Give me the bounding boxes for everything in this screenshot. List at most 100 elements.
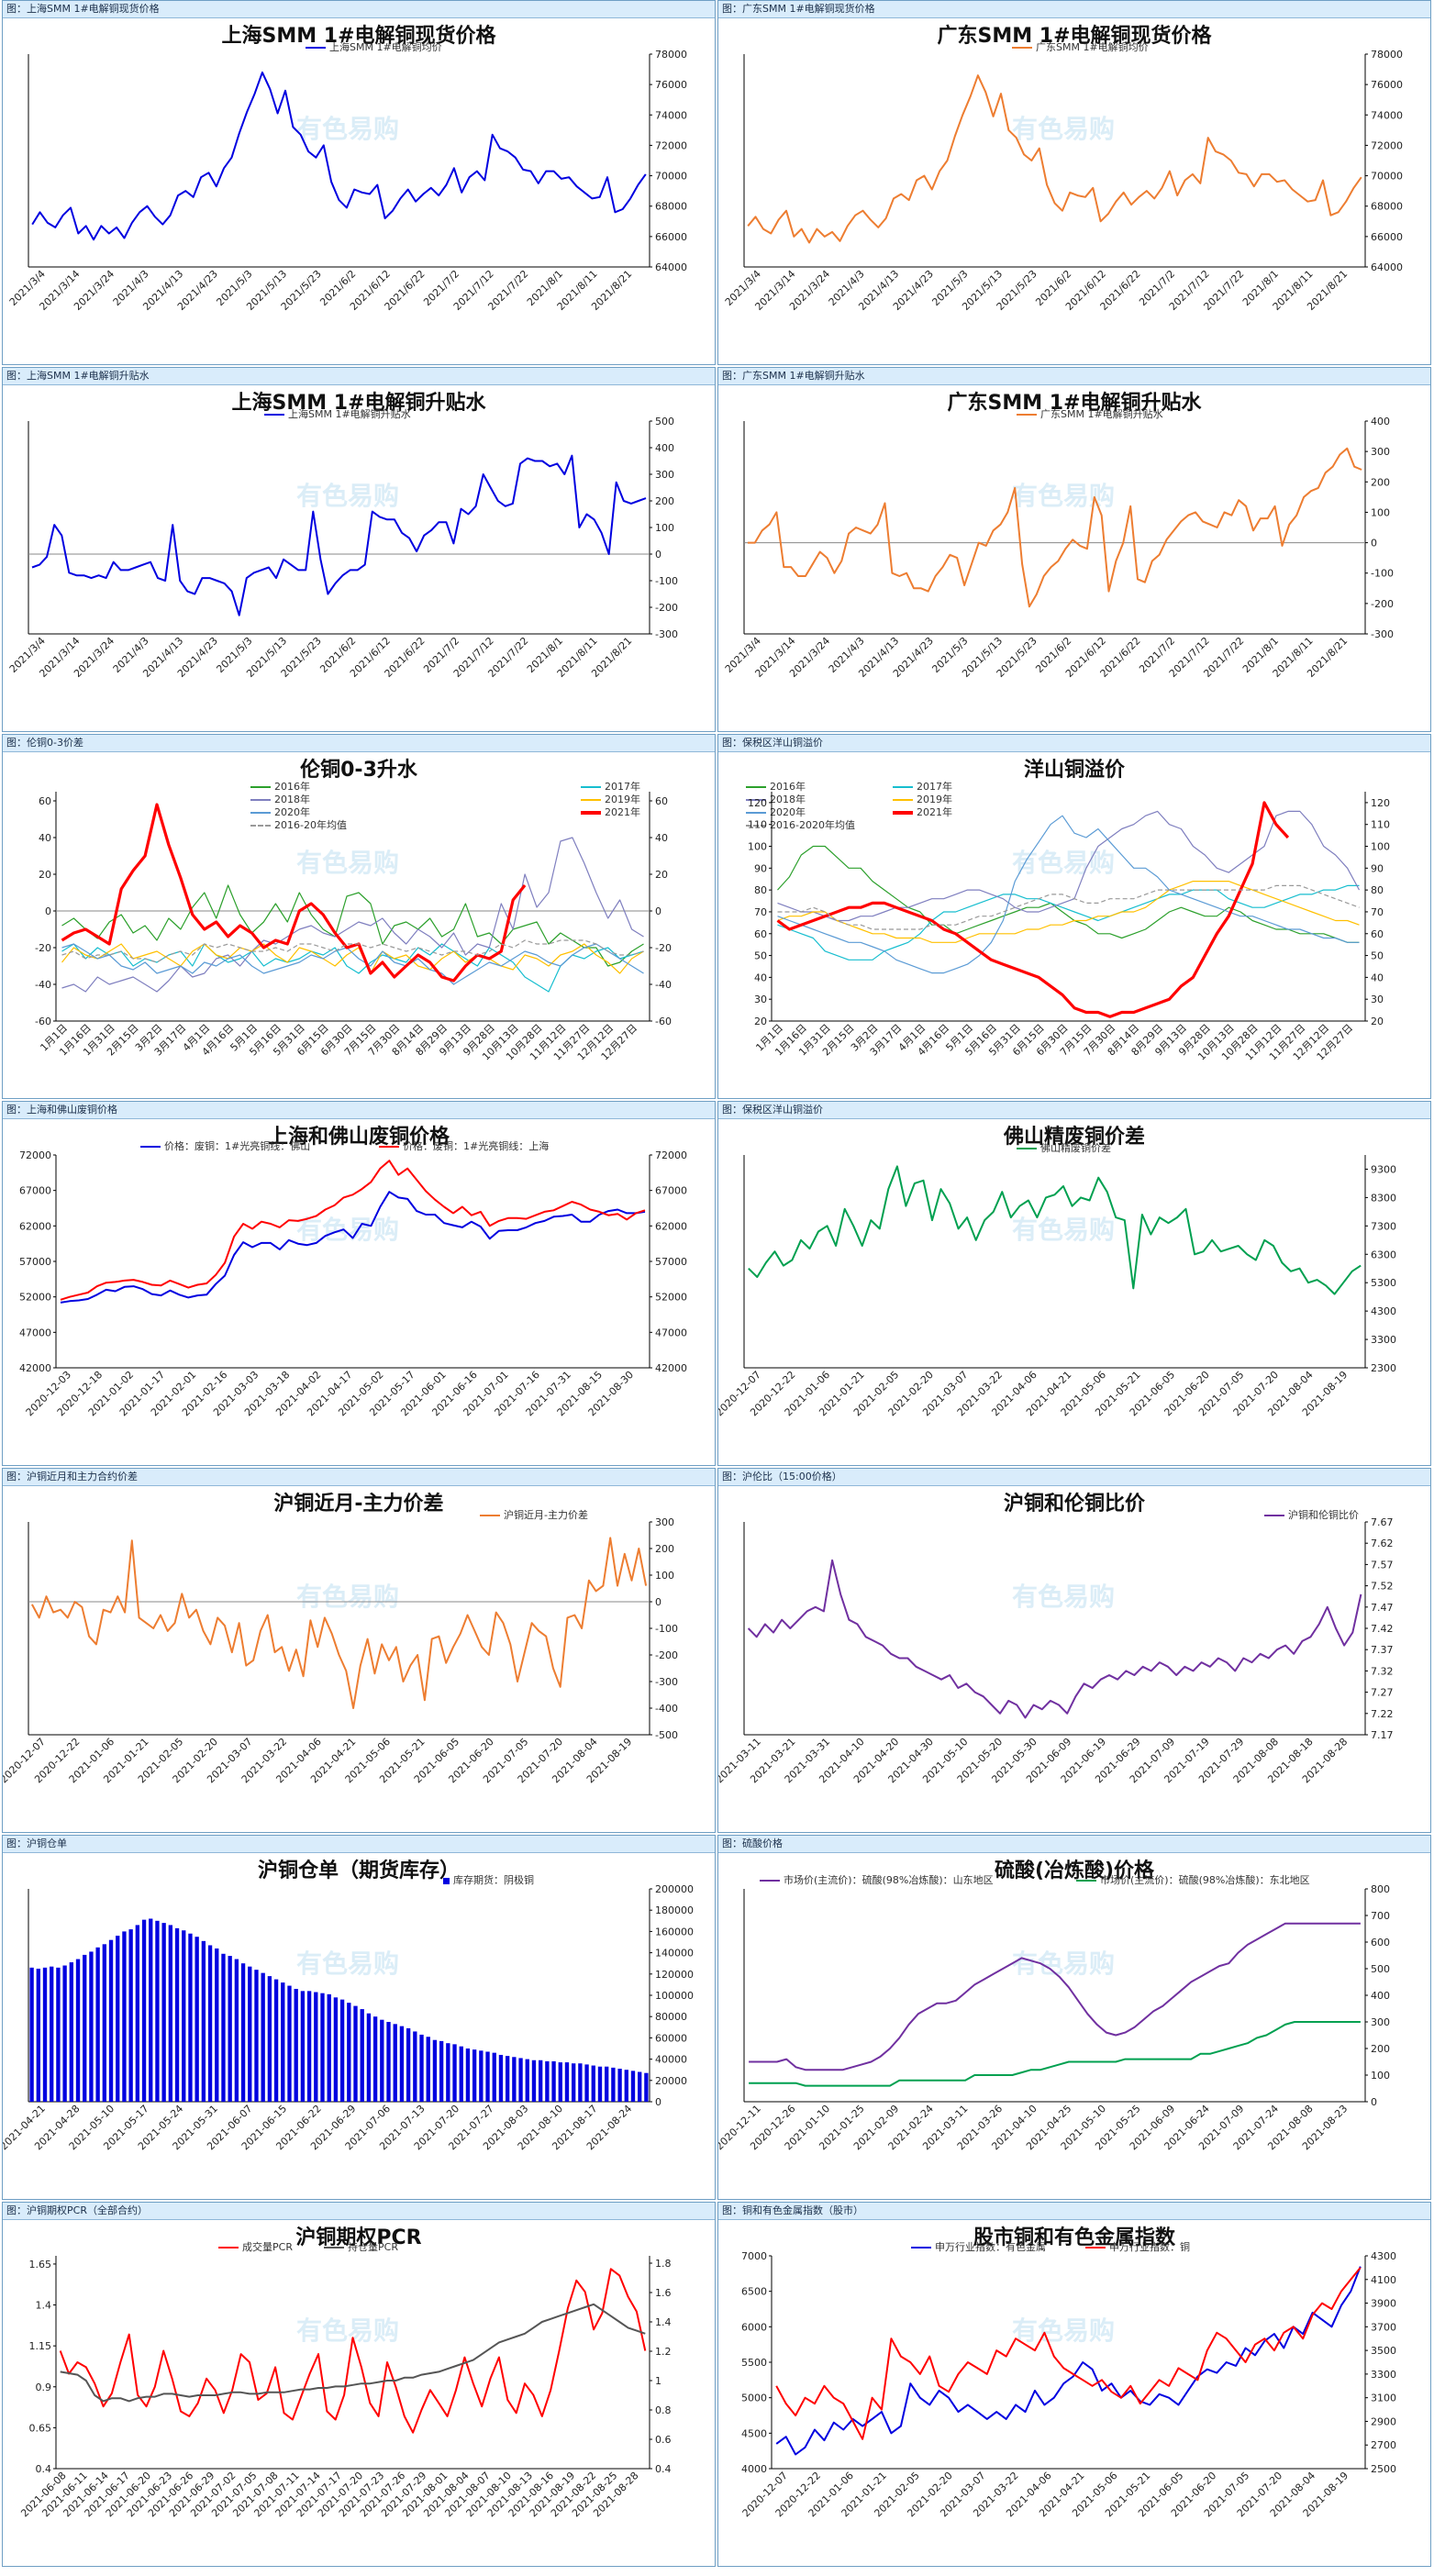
bar <box>188 1933 193 2102</box>
y-tick-label: -100 <box>655 1623 678 1635</box>
legend-swatch <box>250 799 271 801</box>
y-tick-label: 4300 <box>1371 1305 1396 1317</box>
legend-label: 2017年 <box>917 781 952 793</box>
chart-title: 沪铜近月-主力价差 <box>273 1493 444 1516</box>
legend-swatch <box>581 811 601 815</box>
y-tick-label: 52000 <box>655 1292 687 1304</box>
legend-swatch <box>581 786 601 788</box>
y-tick-label: 7.32 <box>1371 1665 1394 1677</box>
bar <box>201 1940 206 2102</box>
y-tick-label: 110 <box>1371 819 1390 831</box>
bar <box>215 1948 219 2102</box>
bar <box>578 2063 583 2102</box>
panel-header: 图：保税区洋山铜溢价 <box>718 735 1430 752</box>
y-tick-label: 64000 <box>655 261 687 273</box>
y-tick-label: 2900 <box>1371 2415 1396 2427</box>
bar <box>195 1937 199 2102</box>
legend-label: 申万行业指数：有色金属 <box>935 2241 1046 2253</box>
y-tick-label: 7.62 <box>1371 1538 1394 1549</box>
legend-swatch <box>480 1515 500 1516</box>
legend-item: 成交量PCR <box>218 2239 293 2254</box>
chart-svg: -300-200-10001002003004005002021/3/42021… <box>7 416 678 680</box>
bar <box>254 1970 259 2102</box>
bar <box>149 1918 153 2102</box>
bar <box>36 1969 40 2102</box>
series-line <box>61 943 644 974</box>
legend-item: 2021年 <box>893 805 952 819</box>
y-tick-label: 5300 <box>1371 1277 1396 1289</box>
series-line <box>31 71 647 241</box>
chart-svg: 0.4 0.65 0.9 1.15 1.4 1.65 0.4 0.6 0.8 1 1.2 1.4 1.6… <box>18 2256 672 2519</box>
bar <box>638 2071 642 2102</box>
watermark-text: 有色易购 <box>1012 848 1116 878</box>
panel-header: 图：铜和有色金属指数（股市） <box>718 2203 1430 2220</box>
chart-svg: 7.17 7.22 7.27 7.32 7.37 7.42 7.47 7.52 7.57 7.62… <box>718 1516 1394 1785</box>
y-tick-label: 3300 <box>1371 2369 1396 2381</box>
legend-item: 申万行业指数：有色金属 <box>911 2239 1046 2254</box>
bar <box>630 2071 636 2102</box>
y-tick-label: 400 <box>655 442 674 454</box>
watermark-text: 有色易购 <box>296 481 400 511</box>
legend-label: 市场价(主流价)：硫酸(98%冶炼酸)：东北地区 <box>1100 1874 1310 1886</box>
legend-label: 上海SMM 1#电解铜升贴水 <box>288 408 411 420</box>
series-line <box>59 2268 647 2434</box>
bar <box>69 1962 73 2102</box>
legend-item: 市场价(主流价)：硫酸(98%冶炼酸)：山东地区 <box>760 1872 994 1887</box>
bar <box>399 2026 405 2102</box>
series-line <box>748 1165 1362 1295</box>
bar <box>366 2013 372 2102</box>
legend-swatch <box>1085 2247 1106 2248</box>
y-tick-label: 300 <box>655 1516 674 1528</box>
bar <box>207 1945 213 2102</box>
legend-label: 申万行业指数：铜 <box>1109 2241 1190 2253</box>
bar <box>155 1920 160 2102</box>
y-tick-label: 80 <box>754 884 767 896</box>
panel-header: 图：沪铜期权PCR（全部合约） <box>3 2203 715 2220</box>
legend-label: 广东SMM 1#电解铜均价 <box>1036 41 1149 53</box>
series-line <box>60 1191 646 1304</box>
y-tick-label: 1.6 <box>655 2287 672 2299</box>
bar <box>168 1925 173 2102</box>
bar <box>644 2072 649 2102</box>
bar <box>591 2065 595 2102</box>
legend-swatch <box>250 812 271 814</box>
bar <box>353 2005 358 2102</box>
y-tick-label: 400 <box>1371 1990 1390 2002</box>
legend-item: 上海SMM 1#电解铜升贴水 <box>264 406 411 421</box>
legend-item: 2018年 <box>746 792 806 806</box>
y-tick-label: 100 <box>655 1570 674 1582</box>
legend-label: 2016年 <box>770 781 806 793</box>
y-tick-label: 120 <box>1371 797 1390 809</box>
bar <box>545 2060 550 2102</box>
y-tick-label: 0.8 <box>655 2404 672 2416</box>
y-tick-label: 200 <box>1371 2043 1390 2055</box>
legend-label: 上海SMM 1#电解铜均价 <box>329 41 442 53</box>
bar <box>531 2060 537 2102</box>
bar <box>360 2009 364 2102</box>
y-tick-label: 2700 <box>1371 2439 1396 2451</box>
legend-label: 2019年 <box>605 794 640 805</box>
watermark-text: 有色易购 <box>296 114 400 144</box>
y-tick-label: 0.4 <box>655 2463 672 2475</box>
y-tick-label: -60 <box>655 1016 672 1027</box>
legend-swatch <box>324 2247 344 2248</box>
panel-header: 图：上海和佛山废铜价格 <box>3 1102 715 1119</box>
y-tick-label: 0.4 <box>36 2463 52 2475</box>
y-tick-label: 42000 <box>655 1362 687 1374</box>
watermark-text: 有色易购 <box>296 2315 400 2346</box>
y-tick-label: 20000 <box>655 2075 687 2087</box>
chart-panel-warrant: 图：沪铜仓单 有色易购 沪铜仓单（期货库存） 库存期货：阴极铜 0 20000 40000 6… <box>2 1835 716 2200</box>
y-tick-label: 500 <box>655 416 674 427</box>
y-tick-label: 2300 <box>1371 1362 1396 1374</box>
bar <box>419 2034 424 2102</box>
legend-label: 2020年 <box>770 806 806 818</box>
y-tick-label: 60 <box>655 795 668 807</box>
y-tick-label: -400 <box>655 1703 678 1715</box>
y-tick-label: 0 <box>1371 2096 1377 2108</box>
watermark-text: 有色易购 <box>296 1949 400 1979</box>
series-line <box>60 1160 646 1301</box>
y-tick-label: 7.47 <box>1371 1602 1394 1614</box>
bar <box>439 2040 444 2102</box>
y-tick-label: 7.42 <box>1371 1623 1394 1635</box>
y-tick-label: 72000 <box>655 139 687 151</box>
